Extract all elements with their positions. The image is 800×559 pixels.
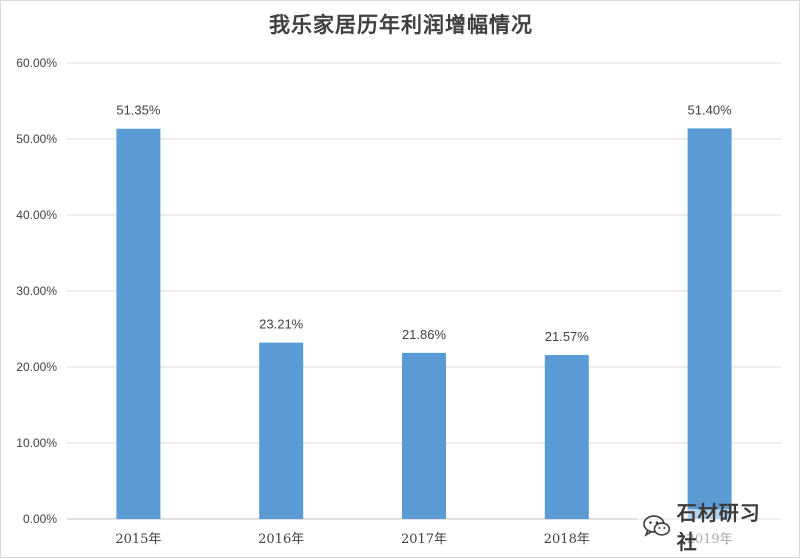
bar bbox=[259, 342, 304, 519]
x-category-label: 2018年 bbox=[544, 532, 590, 547]
x-category-label: 2015年 bbox=[115, 532, 161, 547]
x-category-label: 2016年 bbox=[258, 532, 304, 547]
bar bbox=[402, 352, 446, 519]
y-tick-label: 30.00% bbox=[16, 284, 57, 298]
y-axis-ticks: 0.00% 10.00% 20.00% 30.00% 40.00% 50.00% 60.00… bbox=[16, 56, 57, 526]
data-label: 21.86% bbox=[402, 327, 447, 342]
y-tick-label: 10.00% bbox=[16, 436, 57, 450]
chart-title: 我乐家居历年利润增幅情况 bbox=[269, 12, 533, 37]
y-tick-label: 20.00% bbox=[16, 360, 57, 374]
y-tick-label: 0.00% bbox=[23, 512, 57, 526]
bar bbox=[544, 355, 589, 519]
watermark-text: 石材研习社 bbox=[676, 501, 761, 554]
data-label: 51.35% bbox=[116, 103, 161, 118]
bars bbox=[116, 128, 732, 520]
data-label: 51.40% bbox=[688, 102, 733, 117]
x-axis-categories: 2015年2016年2017年2018年2019年 bbox=[115, 532, 732, 547]
y-tick-label: 60.00% bbox=[16, 56, 57, 70]
wechat-icon bbox=[643, 515, 671, 537]
data-label: 21.57% bbox=[545, 329, 590, 344]
data-label: 23.21% bbox=[259, 317, 304, 332]
bar bbox=[116, 128, 161, 519]
x-category-label: 2017年 bbox=[401, 532, 447, 547]
y-tick-label: 50.00% bbox=[16, 132, 57, 146]
data-labels: 51.35% 23.21% 21.86% 21.57% 51.40% bbox=[116, 102, 732, 344]
y-tick-label: 40.00% bbox=[16, 208, 57, 222]
bar bbox=[687, 128, 732, 520]
watermark: 石材研习社 bbox=[637, 501, 787, 554]
